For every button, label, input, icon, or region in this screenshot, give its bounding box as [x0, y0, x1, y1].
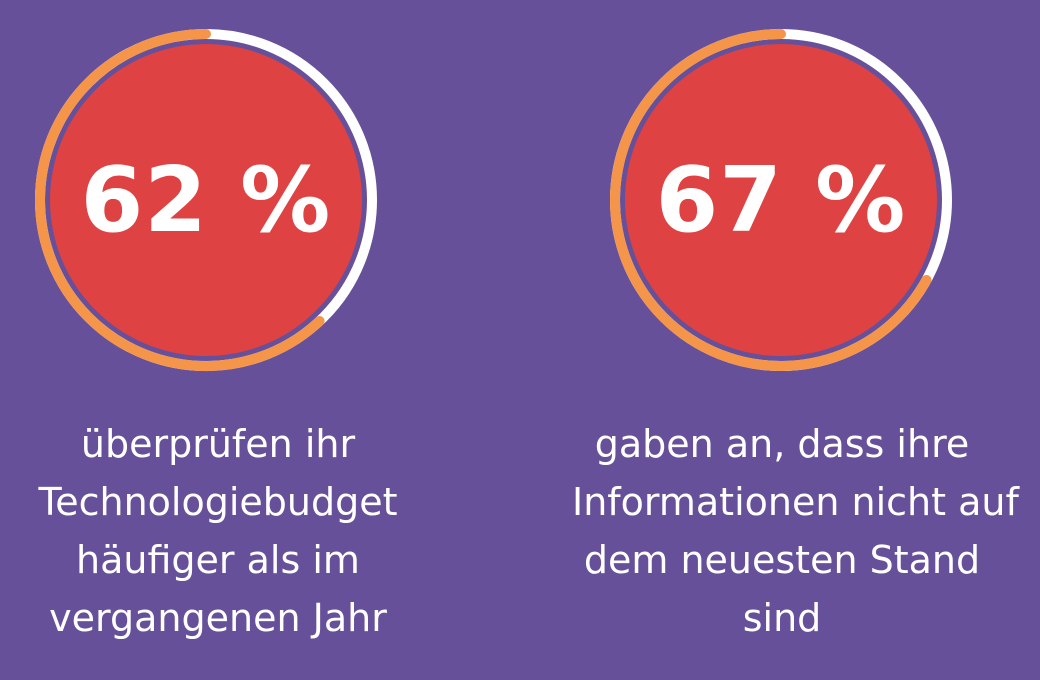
caption-line: überprüfen ihr — [80, 422, 356, 466]
progress-arc — [610, 29, 932, 371]
percentage-circle — [625, 44, 937, 356]
stat-card-2: 67 % gaben an, dass ihre Informationen n… — [520, 0, 1040, 680]
progress-ring-graphic — [610, 29, 952, 371]
caption-line: Informationen nicht auf — [572, 480, 1019, 524]
percentage-value: 67 % — [655, 147, 907, 253]
percentage-circle — [50, 44, 362, 356]
progress-ring: 67 % — [608, 27, 954, 373]
stat-card-1: 62 % überprüfen ihr Technologiebudget hä… — [8, 27, 428, 647]
stat-caption: gaben an, dass ihre Informationen nicht … — [572, 415, 1019, 647]
percentage-value: 62 % — [80, 147, 332, 253]
caption-line: sind — [742, 596, 822, 640]
caption-line: Technologiebudget — [38, 480, 398, 524]
progress-ring-graphic — [35, 29, 377, 371]
stat-caption: überprüfen ihr Technologiebudget häufige… — [8, 415, 428, 647]
caption-line: dem neuesten Stand — [583, 538, 981, 582]
progress-arc — [35, 29, 325, 371]
caption-line: vergangenen Jahr — [49, 596, 387, 640]
caption-line: gaben an, dass ihre — [594, 422, 970, 466]
progress-ring: 62 % — [33, 27, 379, 373]
caption-line: häufiger als im — [76, 538, 360, 582]
